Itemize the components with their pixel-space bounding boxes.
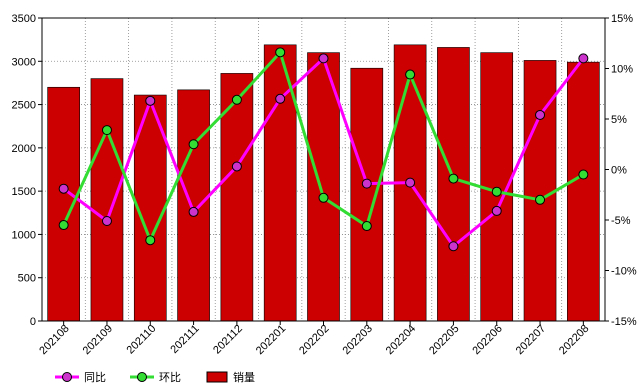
legend-label: 同比 [84,371,106,384]
point-同比-202206 [491,205,502,216]
bar-202208 [567,61,600,322]
point-环比-202206 [491,186,502,197]
legend-item-同比: 同比 [55,371,106,384]
y-right-tick-label: -5% [611,215,631,227]
line-series [58,47,589,252]
point-同比-202208 [578,53,589,64]
x-tick-label: 202204 [384,323,418,357]
legend-marker-swatch [137,372,147,382]
point-环比-202204 [405,69,416,80]
bar-202112 [220,73,254,322]
y-right-tick-label: 0% [611,165,627,177]
bar-202108 [47,86,80,322]
x-tick-label: 202201 [254,323,288,357]
legend-item-环比: 环比 [130,371,181,384]
y-axis-left: 0 500 1000 1500 2000 2500 3000 3500 [12,13,42,328]
legend-label: 销量 [233,370,255,384]
x-tick-label: 202207 [514,323,548,357]
bar-202202 [307,52,340,322]
point-环比-202110 [145,235,156,246]
point-环比-202108 [58,220,69,231]
y-left-tick-label: 3500 [12,13,36,25]
y-left-tick-label: 2000 [12,143,36,155]
bar-202111 [177,89,210,322]
point-同比-202201 [275,93,286,104]
point-环比-202201 [275,47,286,58]
point-同比-202112 [231,161,242,172]
x-axis: 202108 202109 202110 202111 202112 202201 2022… [37,321,591,357]
point-环比-202205 [448,173,459,184]
x-tick-label: 202206 [470,323,504,357]
point-同比-202110 [145,95,156,106]
point-环比-202207 [535,194,546,205]
x-tick-label: 202205 [427,323,461,357]
point-同比-202204 [405,177,416,188]
y-right-tick-label: 10% [611,64,633,76]
y-right-tick-label: 15% [611,13,633,25]
point-同比-202202 [318,53,329,64]
y-axis-right: -15% -10% -5% 0% 5% 10% 15% [605,13,637,328]
point-同比-202203 [361,178,372,189]
bar-202207 [523,60,557,322]
legend-marker-swatch [62,372,72,382]
x-tick-label: 202108 [37,323,71,357]
x-tick-label: 202203 [340,323,374,357]
point-环比-202111 [188,139,199,150]
point-环比-202109 [101,125,112,136]
bar-202203 [350,67,384,322]
x-tick-label: 202208 [557,323,591,357]
point-环比-202203 [361,221,372,232]
point-环比-202112 [231,94,242,105]
y-right-tick-label: -10% [611,266,637,278]
y-left-tick-label: 1000 [12,229,36,241]
y-left-tick-label: 2500 [12,100,36,112]
x-tick-label: 202109 [81,323,115,357]
legend-item-销量: 销量 [206,370,255,384]
x-tick-label: 202110 [125,323,159,357]
bar-202205 [437,47,470,322]
y-right-tick-label: -15% [611,316,637,328]
legend: 同比 环比 销量 [55,370,255,384]
bar-202109 [90,78,124,322]
legend-label: 环比 [159,371,181,384]
x-tick-label: 202111 [168,323,201,356]
legend-bar-swatch [206,371,228,383]
y-left-tick-label: 500 [18,273,36,285]
point-环比-202202 [318,192,329,203]
point-同比-202205 [448,241,459,252]
point-同比-202109 [101,216,112,227]
x-tick-label: 202112 [211,323,245,357]
x-tick-label: 202202 [297,323,331,357]
y-right-tick-label: 5% [611,114,627,126]
y-left-tick-label: 1500 [12,186,36,198]
y-left-tick-label: 3000 [12,56,36,68]
point-同比-202207 [535,109,546,120]
y-left-tick-label: 0 [30,316,36,328]
bar-series [47,44,600,322]
point-同比-202108 [58,183,69,194]
point-环比-202208 [578,169,589,180]
point-同比-202111 [188,206,199,217]
